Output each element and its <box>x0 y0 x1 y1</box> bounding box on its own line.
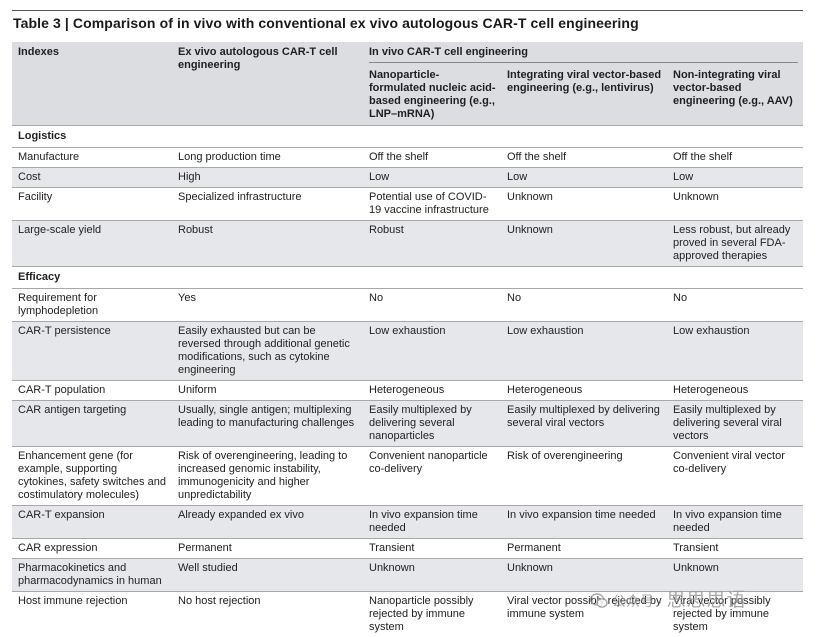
row-ex-vivo-cell: Risk of overengineering, leading to incr… <box>172 447 363 506</box>
row-non-integrating-cell: Low <box>667 168 803 188</box>
row-ex-vivo-cell: Easily exhausted but can be reversed thr… <box>172 322 363 381</box>
row-non-integrating-cell: No <box>667 289 803 322</box>
row-ex-vivo-cell: Yes <box>172 289 363 322</box>
row-nanoparticle-cell: No <box>363 289 501 322</box>
row-nanoparticle-cell: Potential use of COVID-19 vaccine infras… <box>363 188 501 221</box>
row-non-integrating-cell: Transient <box>667 539 803 559</box>
header-in-vivo: In vivo CAR-T cell engineering <box>363 42 803 63</box>
wechat-icon <box>590 593 608 609</box>
row-non-integrating-cell: Unknown <box>667 188 803 221</box>
row-non-integrating-cell: Convenient viral vector co-delivery <box>667 447 803 506</box>
row-nanoparticle-cell: Heterogeneous <box>363 381 501 401</box>
header-non-integrating: Non-integrating viral vector-based engin… <box>667 63 803 126</box>
row-ex-vivo-cell: Specialized infrastructure <box>172 188 363 221</box>
row-integrating-cell: Low <box>501 168 667 188</box>
row-nanoparticle-cell: Low exhaustion <box>363 322 501 381</box>
header-integrating: Integrating viral vector-based engineeri… <box>501 63 667 126</box>
row-nanoparticle-cell: Low <box>363 168 501 188</box>
row-nanoparticle-cell: Easily multiplexed by delivering several… <box>363 401 501 447</box>
watermark-text: 公众号 · <box>612 593 666 609</box>
row-integrating-cell: Heterogeneous <box>501 381 667 401</box>
row-ex-vivo-cell: High <box>172 168 363 188</box>
table-row: Enhancement gene (for example, supportin… <box>12 447 803 506</box>
row-nanoparticle-cell: Off the shelf <box>363 148 501 168</box>
row-ex-vivo-cell: Permanent <box>172 539 363 559</box>
row-integrating-cell: In vivo expansion time needed <box>501 506 667 539</box>
header-in-vivo-label: In vivo CAR-T cell engineering <box>369 46 798 63</box>
row-ex-vivo-cell: Robust <box>172 221 363 267</box>
row-index-cell: Host immune rejection <box>12 592 172 637</box>
row-index-cell: Large-scale yield <box>12 221 172 267</box>
row-integrating-cell: Off the shelf <box>501 148 667 168</box>
comparison-table: Indexes Ex vivo autologous CAR-T cell en… <box>12 42 803 637</box>
row-non-integrating-cell: Heterogeneous <box>667 381 803 401</box>
row-index-cell: CAR expression <box>12 539 172 559</box>
section-header-row: Efficacy <box>12 267 803 289</box>
header-ex-vivo: Ex vivo autologous CAR-T cell engineerin… <box>172 42 363 126</box>
header-nanoparticle: Nanoparticle-formulated nucleic acid-bas… <box>363 63 501 126</box>
row-ex-vivo-cell: Uniform <box>172 381 363 401</box>
row-nanoparticle-cell: Convenient nanoparticle co-delivery <box>363 447 501 506</box>
section-header-row: Logistics <box>12 126 803 148</box>
watermark: 公众号 · 思思思语 <box>590 585 830 607</box>
row-non-integrating-cell: Off the shelf <box>667 148 803 168</box>
section-label: Logistics <box>12 126 803 148</box>
row-index-cell: CAR-T expansion <box>12 506 172 539</box>
row-integrating-cell: Unknown <box>501 221 667 267</box>
row-index-cell: CAR-T population <box>12 381 172 401</box>
row-index-cell: CAR-T persistence <box>12 322 172 381</box>
row-ex-vivo-cell: Well studied <box>172 559 363 592</box>
row-nanoparticle-cell: Unknown <box>363 559 501 592</box>
row-non-integrating-cell: Easily multiplexed by delivering several… <box>667 401 803 447</box>
watermark-brand: 思思思语 <box>666 590 746 611</box>
row-index-cell: Enhancement gene (for example, supportin… <box>12 447 172 506</box>
row-index-cell: Facility <box>12 188 172 221</box>
row-ex-vivo-cell: No host rejection <box>172 592 363 637</box>
row-non-integrating-cell: Low exhaustion <box>667 322 803 381</box>
row-integrating-cell: Risk of overengineering <box>501 447 667 506</box>
row-non-integrating-cell: Less robust, but already proved in sever… <box>667 221 803 267</box>
row-ex-vivo-cell: Long production time <box>172 148 363 168</box>
row-integrating-cell: Permanent <box>501 539 667 559</box>
row-ex-vivo-cell: Usually, single antigen; multiplexing le… <box>172 401 363 447</box>
row-index-cell: CAR antigen targeting <box>12 401 172 447</box>
row-index-cell: Pharmacokinetics and pharmacodynamics in… <box>12 559 172 592</box>
row-nanoparticle-cell: Transient <box>363 539 501 559</box>
row-integrating-cell: Unknown <box>501 188 667 221</box>
section-label: Efficacy <box>12 267 803 289</box>
row-nanoparticle-cell: Nanoparticle possibly rejected by immune… <box>363 592 501 637</box>
row-nanoparticle-cell: In vivo expansion time needed <box>363 506 501 539</box>
header-indexes: Indexes <box>12 42 172 126</box>
row-index-cell: Cost <box>12 168 172 188</box>
row-integrating-cell: No <box>501 289 667 322</box>
row-integrating-cell: Low exhaustion <box>501 322 667 381</box>
row-index-cell: Requirement for lymphodepletion <box>12 289 172 322</box>
table-title: Table 3 | Comparison of in vivo with con… <box>13 15 803 31</box>
row-non-integrating-cell: In vivo expansion time needed <box>667 506 803 539</box>
row-index-cell: Manufacture <box>12 148 172 168</box>
row-nanoparticle-cell: Robust <box>363 221 501 267</box>
row-ex-vivo-cell: Already expanded ex vivo <box>172 506 363 539</box>
title-rule <box>12 10 803 11</box>
row-integrating-cell: Easily multiplexed by delivering several… <box>501 401 667 447</box>
